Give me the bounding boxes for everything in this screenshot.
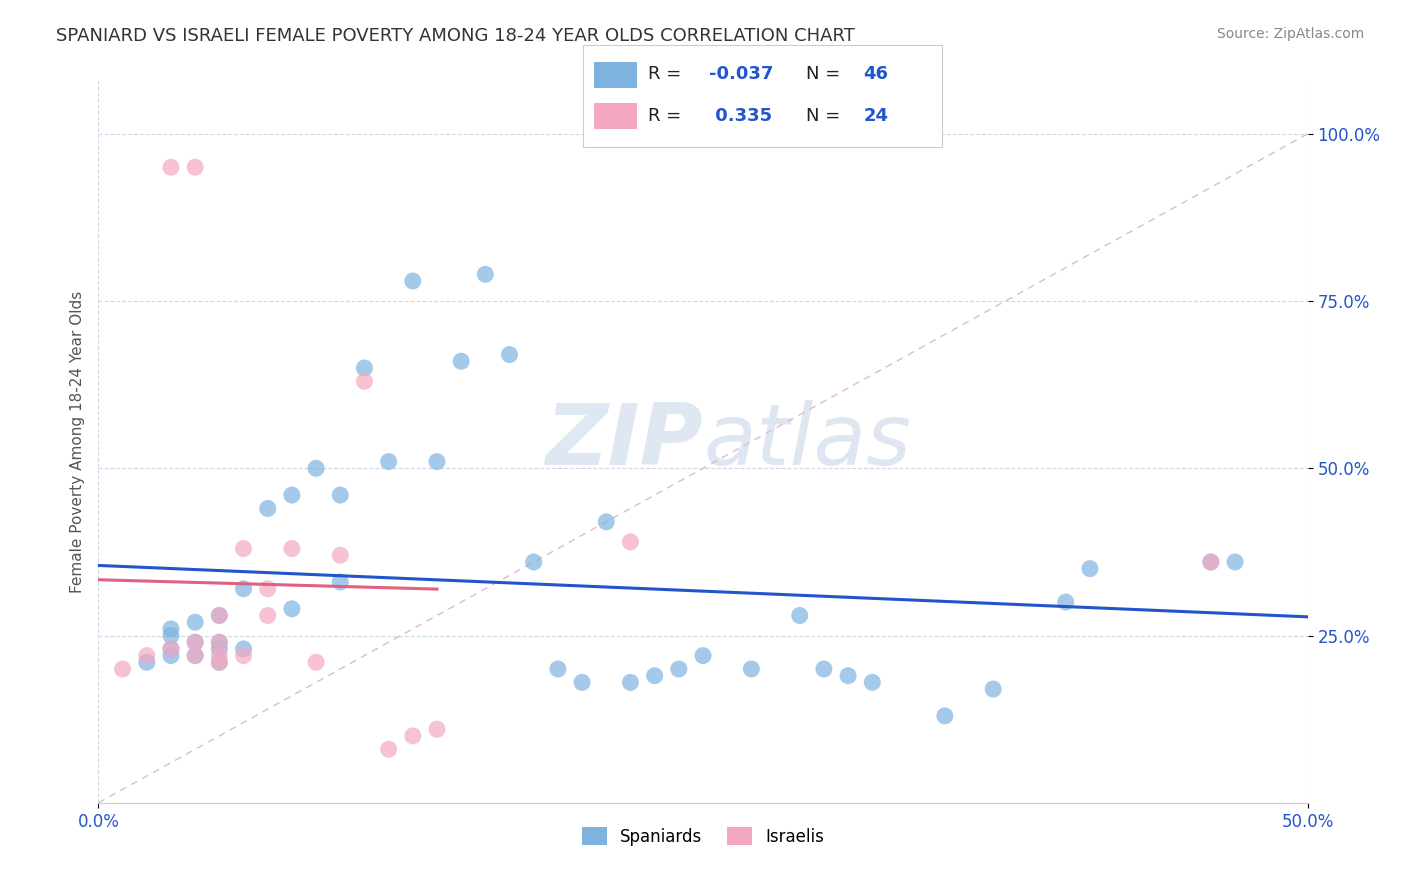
Point bbox=[547, 662, 569, 676]
Point bbox=[208, 655, 231, 669]
Point bbox=[160, 622, 183, 636]
Point bbox=[644, 669, 666, 683]
Text: N =: N = bbox=[806, 65, 846, 83]
Text: 0.335: 0.335 bbox=[709, 107, 772, 126]
Point bbox=[619, 534, 641, 549]
Point bbox=[281, 488, 304, 502]
Text: R =: R = bbox=[648, 107, 688, 126]
FancyBboxPatch shape bbox=[595, 62, 637, 87]
Point bbox=[474, 268, 496, 282]
Point bbox=[1223, 555, 1246, 569]
Point bbox=[208, 635, 231, 649]
Point bbox=[377, 455, 399, 469]
Point bbox=[402, 729, 425, 743]
Point bbox=[208, 642, 231, 657]
Point bbox=[1078, 562, 1101, 576]
Point bbox=[426, 723, 449, 737]
Point bbox=[184, 635, 207, 649]
Point bbox=[256, 501, 278, 516]
Point bbox=[232, 582, 254, 596]
Point bbox=[837, 669, 859, 683]
Point bbox=[208, 648, 231, 663]
Point bbox=[208, 655, 231, 669]
Point bbox=[595, 515, 617, 529]
Text: R =: R = bbox=[648, 65, 688, 83]
Point bbox=[305, 655, 328, 669]
Point bbox=[377, 742, 399, 756]
Text: ZIP: ZIP bbox=[546, 400, 703, 483]
Point bbox=[160, 628, 183, 642]
Point bbox=[232, 642, 254, 657]
Point bbox=[740, 662, 762, 676]
Point bbox=[981, 681, 1004, 696]
Point bbox=[232, 648, 254, 663]
Point bbox=[450, 354, 472, 368]
Point bbox=[523, 555, 546, 569]
Y-axis label: Female Poverty Among 18-24 Year Olds: Female Poverty Among 18-24 Year Olds bbox=[69, 291, 84, 592]
Point bbox=[789, 608, 811, 623]
Point bbox=[184, 635, 207, 649]
Point bbox=[208, 608, 231, 623]
Legend: Spaniards, Israelis: Spaniards, Israelis bbox=[575, 821, 831, 852]
Point bbox=[160, 648, 183, 663]
Text: 46: 46 bbox=[863, 65, 889, 83]
Point bbox=[329, 548, 352, 563]
Text: N =: N = bbox=[806, 107, 846, 126]
Point bbox=[692, 648, 714, 663]
Point bbox=[160, 161, 183, 175]
Point bbox=[184, 648, 207, 663]
Point bbox=[111, 662, 134, 676]
Point bbox=[329, 488, 352, 502]
Point bbox=[232, 541, 254, 556]
Point bbox=[353, 375, 375, 389]
Text: -0.037: -0.037 bbox=[709, 65, 773, 83]
Point bbox=[813, 662, 835, 676]
Point bbox=[498, 348, 520, 362]
Text: atlas: atlas bbox=[703, 400, 911, 483]
Text: 24: 24 bbox=[863, 107, 889, 126]
Point bbox=[184, 615, 207, 630]
Point bbox=[426, 455, 449, 469]
Point bbox=[208, 608, 231, 623]
Point bbox=[135, 655, 157, 669]
Text: SPANIARD VS ISRAELI FEMALE POVERTY AMONG 18-24 YEAR OLDS CORRELATION CHART: SPANIARD VS ISRAELI FEMALE POVERTY AMONG… bbox=[56, 27, 855, 45]
Point bbox=[1199, 555, 1222, 569]
Point bbox=[184, 161, 207, 175]
Point bbox=[860, 675, 883, 690]
Point bbox=[1054, 595, 1077, 609]
Point bbox=[668, 662, 690, 676]
FancyBboxPatch shape bbox=[595, 103, 637, 128]
Point bbox=[353, 361, 375, 376]
Point bbox=[329, 575, 352, 590]
Point bbox=[281, 602, 304, 616]
Point bbox=[281, 541, 304, 556]
Point bbox=[135, 648, 157, 663]
Point bbox=[934, 708, 956, 723]
Point bbox=[619, 675, 641, 690]
Point bbox=[1199, 555, 1222, 569]
Point bbox=[256, 608, 278, 623]
Point bbox=[160, 642, 183, 657]
Point bbox=[184, 648, 207, 663]
Point bbox=[160, 642, 183, 657]
Point bbox=[256, 582, 278, 596]
Text: Source: ZipAtlas.com: Source: ZipAtlas.com bbox=[1216, 27, 1364, 41]
Point bbox=[402, 274, 425, 288]
Point bbox=[208, 635, 231, 649]
Point bbox=[305, 461, 328, 475]
Point bbox=[571, 675, 593, 690]
